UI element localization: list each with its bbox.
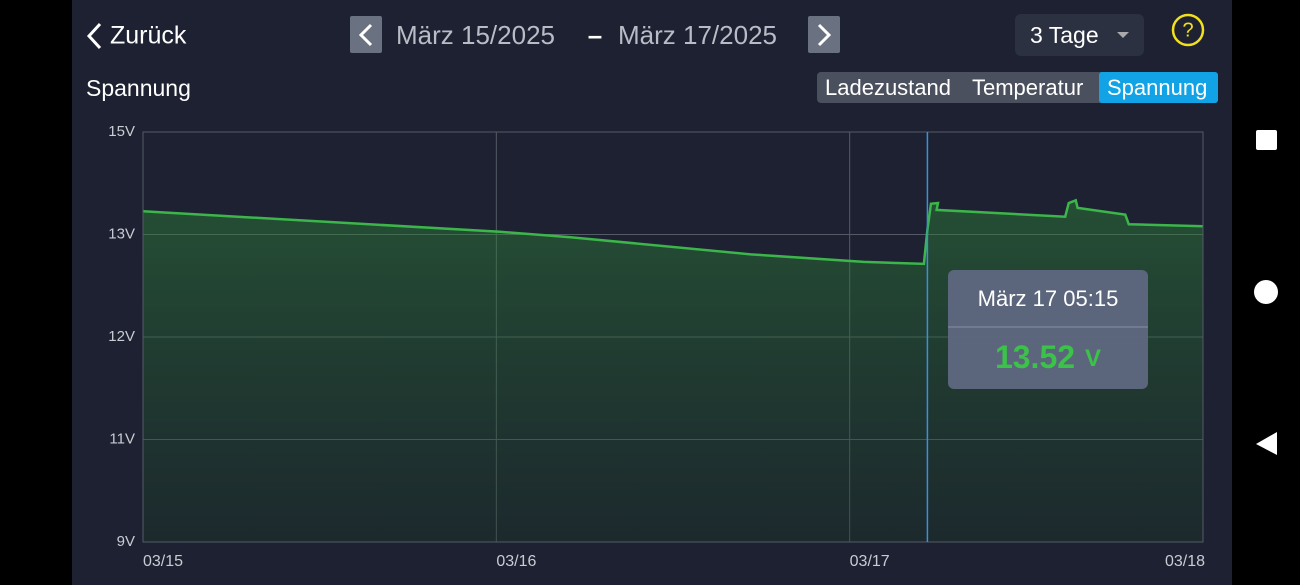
tooltip	[948, 270, 1148, 389]
tab[interactable]: Ladezustand	[825, 75, 951, 100]
tab[interactable]: Temperatur	[972, 75, 1083, 100]
nav-back[interactable]	[1256, 432, 1277, 455]
back-button[interactable]: Zurück	[110, 22, 187, 50]
y-tick-label: 11V	[109, 430, 135, 447]
plot-frame	[142, 131, 1204, 543]
date-from: März 15/2025	[396, 20, 555, 50]
back-icon[interactable]	[86, 22, 102, 50]
prev-button[interactable]	[350, 16, 382, 53]
help-button[interactable]	[1171, 13, 1205, 47]
tab-active	[1099, 72, 1218, 103]
date-to: März 17/2025	[618, 20, 777, 50]
range-select[interactable]	[1015, 14, 1144, 56]
range-caret	[1117, 32, 1129, 38]
tooltip-value: 13.52 V	[995, 339, 1101, 375]
nav-home[interactable]	[1254, 280, 1278, 304]
range-label: 3 Tage	[1030, 22, 1099, 48]
x-tick-label: 03/16	[496, 553, 536, 570]
tooltip-label: März 17 05:15	[978, 286, 1119, 311]
tooltip-unit: V	[1085, 345, 1101, 372]
nav-recent[interactable]	[1256, 130, 1277, 150]
y-tick-label: 9V	[117, 533, 135, 550]
line	[142, 198, 1204, 266]
area	[143, 200, 1203, 543]
y-tick-label: 15V	[108, 123, 135, 140]
x-tick-label: 03/18	[1165, 553, 1205, 570]
tooltip-number: 13.52	[995, 339, 1075, 375]
date-separator: –	[588, 20, 602, 50]
prev-icon	[358, 23, 373, 47]
section-title: Spannung	[86, 75, 191, 101]
help-icon: ?	[1182, 19, 1193, 41]
y-tick-label: 12V	[108, 328, 135, 345]
tab[interactable]: Spannung	[1107, 75, 1207, 100]
y-tick-label: 13V	[108, 225, 135, 242]
next-button[interactable]	[808, 16, 840, 53]
next-icon	[817, 23, 832, 47]
x-tick-label: 03/15	[143, 553, 183, 570]
x-tick-label: 03/17	[850, 553, 890, 570]
